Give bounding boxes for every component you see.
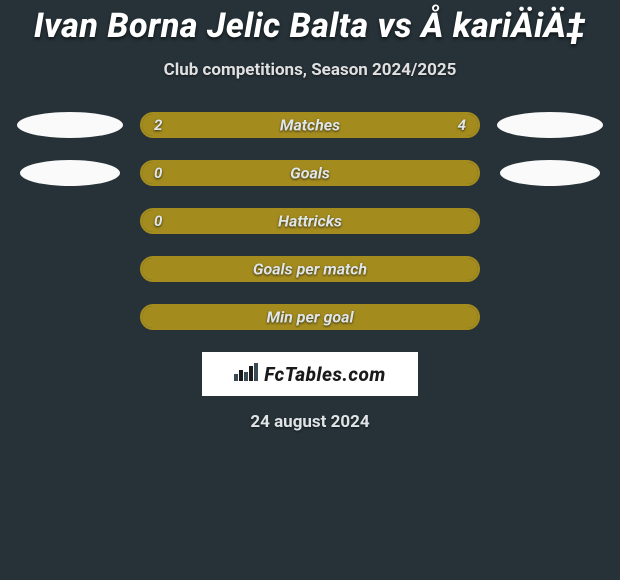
logo-box: FcTables.com bbox=[202, 352, 418, 396]
comparison-row: Goals per match bbox=[0, 256, 620, 282]
bar-label: Goals bbox=[290, 164, 330, 183]
page-title: Ivan Borna Jelic Balta vs Å kariÄiÄ‡ bbox=[0, 0, 620, 46]
comparison-row: Matches 2 4 bbox=[0, 112, 620, 138]
bar-value-left: 2 bbox=[154, 116, 162, 134]
bar-label: Min per goal bbox=[266, 308, 353, 327]
bar-track: Goals 0 bbox=[140, 160, 480, 186]
comparison-row: Min per goal bbox=[0, 304, 620, 330]
date-line: 24 august 2024 bbox=[0, 412, 620, 432]
logo-text: FcTables.com bbox=[264, 363, 386, 386]
bar-label: Matches bbox=[280, 116, 340, 135]
bar-value-left: 0 bbox=[154, 212, 162, 230]
left-ellipse bbox=[20, 160, 120, 186]
bar-track: Goals per match bbox=[140, 256, 480, 282]
comparison-row: Hattricks 0 bbox=[0, 208, 620, 234]
bar-label: Goals per match bbox=[253, 260, 367, 279]
bar-track: Matches 2 4 bbox=[140, 112, 480, 138]
right-ellipse bbox=[500, 160, 600, 186]
comparison-bars: Matches 2 4 Goals 0 Hattricks 0 Goals per match… bbox=[0, 112, 620, 330]
right-ellipse bbox=[497, 112, 603, 138]
comparison-row: Goals 0 bbox=[0, 160, 620, 186]
logo-bars-icon bbox=[234, 363, 258, 381]
bar-label: Hattricks bbox=[278, 212, 342, 231]
page-subtitle: Club competitions, Season 2024/2025 bbox=[0, 60, 620, 80]
logo: FcTables.com bbox=[234, 363, 386, 386]
bar-track: Hattricks 0 bbox=[140, 208, 480, 234]
bar-track: Min per goal bbox=[140, 304, 480, 330]
left-ellipse bbox=[17, 112, 123, 138]
bar-value-right: 4 bbox=[458, 116, 466, 134]
bar-value-left: 0 bbox=[154, 164, 162, 182]
